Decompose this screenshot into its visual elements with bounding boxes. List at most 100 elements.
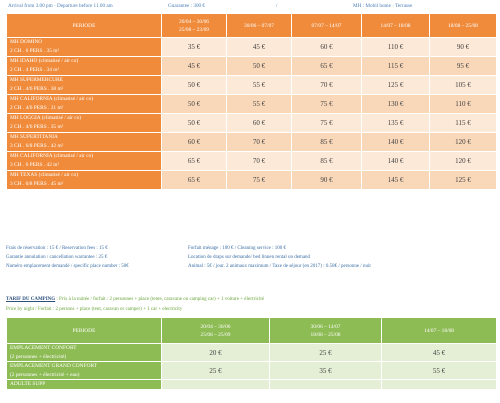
camping-price-cell	[161, 379, 270, 390]
camping-name: EMPLACEMENT CONFORT	[10, 345, 77, 351]
rental-row: MH LOGGIA (climatisé / air co) 2 CH . 4/6…	[6, 113, 497, 133]
mobil-home-label: MH CALIFORNIA (climatisé / air co) 3 CH .…	[6, 151, 162, 171]
fees-section: Frais de réservation : 15 € / Reservatio…	[6, 246, 496, 273]
fee-line: Numéro emplacement demandé / specific pl…	[6, 264, 496, 273]
camping-subtitle: Price by night / Forfait : 2 persons + p…	[6, 307, 183, 312]
price-cell: 140 €	[361, 151, 430, 171]
camping-name: EMPLACEMENT GRAND CONFORT	[10, 363, 98, 369]
mobil-home-name: MH CALIFORNIA (climatisé / air co)	[10, 153, 94, 159]
price-cell: 60 €	[161, 132, 227, 152]
mobil-home-label: MH TEXAS (climatisé / air co) 3 CH . 6/8 …	[6, 170, 162, 190]
rental-price-table: PERIODE 20/04 – 30/06 25/08 – 23/09 30/0…	[6, 13, 497, 190]
mobil-home-detail: 2 CH . 4/6 PERS . 31 m²	[10, 105, 64, 111]
camping-label: ADULTE SUPP	[6, 379, 162, 390]
mobil-home-name: MH CALIFORNIA (climatisé / air co)	[10, 96, 94, 102]
price-cell: 110 €	[361, 37, 430, 57]
camping-price-cell: 20 €	[161, 343, 270, 362]
rental-row: MH SUPERTITANIA 3 CH . 6/8 PERS . 42 m² 60…	[6, 132, 497, 152]
price-cell: 85 €	[291, 132, 362, 152]
fee-right: Forfait ménage : 100 € / Cleaning servic…	[188, 246, 287, 251]
camping-price-cell	[381, 379, 497, 390]
header-period-5: 18/08 – 25/08	[429, 13, 497, 38]
camping-label: EMPLACEMENT GRAND CONFORT (2 personnes + …	[6, 361, 162, 380]
price-cell: 50 €	[161, 113, 227, 133]
price-cell: 50 €	[161, 94, 227, 114]
mobil-home-detail: 2 CH . 4/6 PERS . 38 m²	[10, 86, 64, 92]
fee-right: Location de draps sur demande/ bed linne…	[188, 255, 311, 260]
mobil-home-detail: 3 CH . 6/8 PERS . 42 m²	[10, 143, 64, 149]
separator: /	[276, 3, 278, 9]
mobil-home-name: MH SUPERTITANIA	[10, 134, 58, 140]
price-cell: 120 €	[429, 151, 497, 171]
header-period-3: 07/07 – 14/07	[291, 13, 362, 38]
mobil-home-label: MH DOMINO 2 CH . 6 PERS . 35 m²	[6, 37, 162, 57]
rental-row: MH SUPERMERCURE 2 CH . 4/6 PERS . 38 m² 50…	[6, 75, 497, 95]
price-cell: 60 €	[226, 113, 292, 133]
price-cell: 75 €	[226, 170, 292, 190]
mobil-home-label: MH CALIFORNIA (climatisé / air co) 2 CH .…	[6, 94, 162, 114]
camping-price-cell: 45 €	[381, 343, 497, 362]
price-cell: 105 €	[429, 75, 497, 95]
camping-price-cell: 25 €	[269, 343, 382, 362]
mobil-home-name: MH DOMINO	[10, 39, 43, 45]
mobil-home-label: MH SUPERTITANIA 3 CH . 6/8 PERS . 42 m²	[6, 132, 162, 152]
fee-left: Frais de réservation : 15 € / Reservatio…	[6, 246, 108, 251]
price-cell: 140 €	[361, 132, 430, 152]
camping-price-cell: 35 €	[269, 361, 382, 380]
camping-title: TARIF DU CAMPING : Prix à la nuitée / fo…	[6, 297, 264, 302]
mobil-home-detail: 2 CH . 4/6 PERS . 35 m²	[10, 124, 64, 130]
price-cell: 110 €	[429, 94, 497, 114]
fee-left: Numéro emplacement demandé / specific pl…	[6, 264, 129, 269]
mobil-home-name: MH TEXAS (climatisé / air co)	[10, 172, 79, 178]
camping-price-table: PERIODE 20/04 – 30/06 25/08 – 25/09 30/0…	[6, 317, 497, 390]
camping-price-cell	[269, 379, 382, 390]
mobil-home-detail: 3 CH . 6 PERS . 42 m²	[10, 162, 60, 168]
price-cell: 70 €	[291, 75, 362, 95]
fee-right: Animal : 5€ / jour. 2 animaux maximum / …	[188, 264, 371, 269]
price-cell: 70 €	[226, 151, 292, 171]
mobil-home-label: MH IDAHO (climatisé / air co) 2 CH . 4 PE…	[6, 56, 162, 76]
price-cell: 115 €	[429, 113, 497, 133]
price-cell: 50 €	[226, 56, 292, 76]
price-cell: 65 €	[291, 56, 362, 76]
price-cell: 35 €	[161, 37, 227, 57]
arrival-info: Arrival from 3.00 pm · Departure before …	[8, 3, 113, 9]
camping-price-cell: 25 €	[161, 361, 270, 380]
mobil-home-label: MH LOGGIA (climatisé / air co) 2 CH . 4/6…	[6, 113, 162, 133]
camping-header-period-3: 14/07 – 18/08	[381, 317, 497, 344]
price-cell: 145 €	[361, 170, 430, 190]
price-cell: 135 €	[361, 113, 430, 133]
price-cell: 70 €	[226, 132, 292, 152]
mobil-home-legend: MH : Mobil home · Terrasse	[353, 3, 413, 9]
mobil-home-detail: 2 CH . 6 PERS . 35 m²	[10, 48, 60, 54]
price-cell: 75 €	[291, 94, 362, 114]
header-period-1: 20/04 – 30/06 25/08 – 23/09	[161, 13, 227, 38]
camping-row: EMPLACEMENT GRAND CONFORT (2 personnes + …	[6, 361, 497, 380]
price-cell: 55 €	[226, 75, 292, 95]
camping-label: EMPLACEMENT CONFORT (2 personnes + électr…	[6, 343, 162, 362]
price-cell: 45 €	[161, 56, 227, 76]
price-cell: 90 €	[429, 37, 497, 57]
camping-header-period-2: 30/06 – 14/07 18/08 – 25/08	[269, 317, 382, 344]
price-cell: 65 €	[161, 151, 227, 171]
price-cell: 50 €	[161, 75, 227, 95]
mobil-home-detail: 2 CH . 4 PERS . 34 m²	[10, 67, 60, 73]
top-info-bar: Arrival from 3.00 pm · Departure before …	[8, 2, 498, 12]
fee-line: Garantie annulation / cancellation warra…	[6, 255, 496, 264]
rental-row: MH CALIFORNIA (climatisé / air co) 2 CH .…	[6, 94, 497, 114]
camping-row: EMPLACEMENT CONFORT (2 personnes + électr…	[6, 343, 497, 362]
rental-row: MH TEXAS (climatisé / air co) 3 CH . 6/8 …	[6, 170, 497, 190]
price-cell: 75 €	[291, 113, 362, 133]
rental-row: MH IDAHO (climatisé / air co) 2 CH . 4 PE…	[6, 56, 497, 76]
price-cell: 130 €	[361, 94, 430, 114]
camping-header-row: PERIODE 20/04 – 30/06 25/08 – 25/09 30/0…	[6, 317, 497, 344]
camping-header-periode: PERIODE	[6, 317, 162, 344]
price-cell: 85 €	[291, 151, 362, 171]
price-cell: 65 €	[161, 170, 227, 190]
guarantee-info: Guarantee : 300 €	[168, 3, 206, 9]
mobil-home-name: MH IDAHO (climatisé / air co)	[10, 58, 79, 64]
camping-detail: (2 personnes + électricité)	[10, 353, 67, 360]
camping-row-partial: ADULTE SUPP	[6, 379, 497, 390]
fee-line: Frais de réservation : 15 € / Reservatio…	[6, 246, 496, 255]
price-cell: 45 €	[226, 37, 292, 57]
